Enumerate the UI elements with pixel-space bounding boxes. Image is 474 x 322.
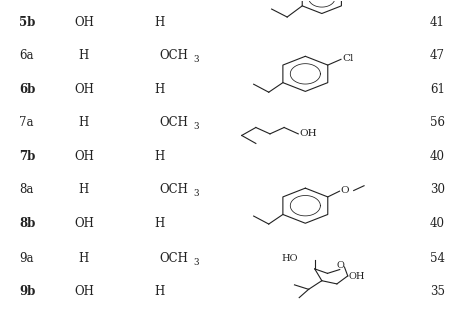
Text: OCH: OCH — [159, 252, 188, 265]
Text: H: H — [154, 285, 164, 298]
Text: 9b: 9b — [19, 285, 36, 298]
Text: 7b: 7b — [19, 150, 36, 163]
Text: 40: 40 — [430, 150, 445, 163]
Text: H: H — [154, 150, 164, 163]
Text: H: H — [154, 217, 164, 230]
Text: 7a: 7a — [19, 116, 34, 129]
Text: 30: 30 — [430, 183, 445, 196]
Text: 5b: 5b — [19, 16, 36, 29]
Text: 61: 61 — [430, 83, 445, 96]
Text: H: H — [79, 252, 89, 265]
Text: H: H — [154, 16, 164, 29]
Text: 9a: 9a — [19, 252, 34, 265]
Text: 35: 35 — [430, 285, 445, 298]
Text: 3: 3 — [194, 189, 199, 198]
Text: OH: OH — [349, 272, 365, 281]
Text: 8b: 8b — [19, 217, 36, 230]
Text: OH: OH — [74, 217, 94, 230]
Text: 3: 3 — [194, 55, 199, 64]
Text: H: H — [79, 49, 89, 62]
Text: OH: OH — [299, 129, 317, 138]
Text: 47: 47 — [430, 49, 445, 62]
Text: Cl: Cl — [342, 54, 353, 63]
Text: 3: 3 — [194, 258, 199, 267]
Text: 40: 40 — [430, 217, 445, 230]
Text: OCH: OCH — [159, 116, 188, 129]
Text: 6b: 6b — [19, 83, 36, 96]
Text: O: O — [340, 186, 349, 195]
Text: 6a: 6a — [19, 49, 34, 62]
Text: H: H — [154, 83, 164, 96]
Text: 41: 41 — [430, 16, 445, 29]
Text: OH: OH — [74, 83, 94, 96]
Text: OH: OH — [74, 16, 94, 29]
Text: 3: 3 — [194, 122, 199, 131]
Text: 56: 56 — [430, 116, 445, 129]
Text: OCH: OCH — [159, 49, 188, 62]
Text: OCH: OCH — [159, 183, 188, 196]
Text: 8a: 8a — [19, 183, 34, 196]
Text: H: H — [79, 116, 89, 129]
Text: OH: OH — [74, 285, 94, 298]
Text: OH: OH — [74, 150, 94, 163]
Text: 54: 54 — [430, 252, 445, 265]
Text: H: H — [79, 183, 89, 196]
Text: HO: HO — [282, 254, 298, 263]
Text: O: O — [337, 261, 345, 270]
